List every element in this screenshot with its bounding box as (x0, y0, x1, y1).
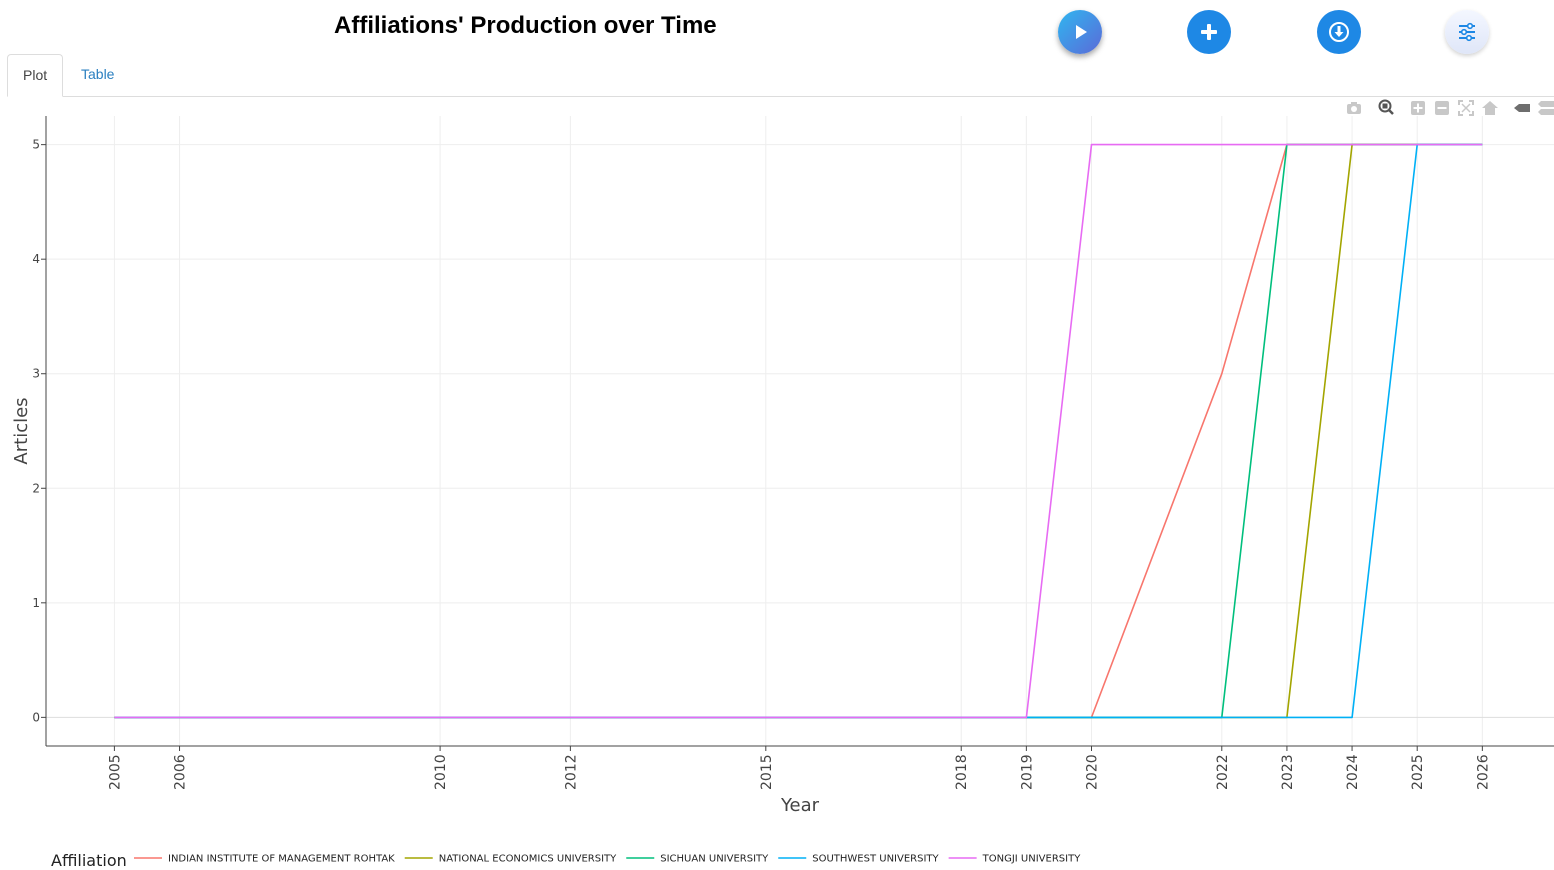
add-button[interactable] (1187, 10, 1231, 54)
plus-icon (1201, 24, 1217, 40)
download-icon (1329, 22, 1349, 42)
x-tick-label: 2026 (1475, 754, 1491, 790)
download-button[interactable] (1317, 10, 1361, 54)
hover-compare-icon[interactable] (1536, 98, 1554, 118)
legend: Affiliation INDIAN INSTITUTE OF MANAGEME… (51, 851, 1081, 870)
x-tick-label: 2012 (563, 754, 579, 790)
tab-plot[interactable]: Plot (7, 54, 64, 97)
play-icon (1076, 25, 1087, 39)
y-tick-label: 0 (32, 710, 40, 724)
y-tick-label: 1 (32, 596, 40, 610)
gridlines (46, 116, 1554, 746)
legend-item: SOUTHWEST UNIVERSITY (812, 854, 939, 865)
x-tick-label: 2023 (1280, 754, 1296, 790)
series-lines (114, 143, 1483, 719)
y-tick-labels: 0 1 2 3 4 5 (32, 138, 40, 725)
play-button[interactable] (1058, 10, 1102, 54)
settings-button[interactable] (1445, 10, 1489, 54)
page-title: Affiliations' Production over Time (334, 12, 717, 39)
x-axis-title: Year (780, 795, 820, 816)
x-tick-label: 2006 (173, 754, 189, 790)
series-line (114, 143, 1483, 719)
x-tick-label: 2025 (1410, 754, 1426, 790)
y-tick-label: 4 (32, 252, 40, 266)
series-line (114, 143, 1483, 719)
x-tick-label: 2010 (433, 754, 449, 790)
reset-axes-icon[interactable] (1480, 98, 1500, 118)
x-tick-label: 2019 (1019, 754, 1035, 790)
y-tick-label: 3 (32, 367, 40, 381)
sliders-icon (1459, 22, 1475, 42)
autoscale-icon[interactable] (1456, 98, 1476, 118)
x-tick-label: 2018 (954, 754, 970, 790)
axes (41, 116, 1554, 751)
zoom-icon[interactable] (1376, 98, 1396, 118)
series-line (114, 143, 1483, 719)
y-tick-label: 2 (32, 481, 40, 495)
series-line (114, 143, 1483, 719)
y-tick-label: 5 (32, 138, 40, 152)
legend-item: NATIONAL ECONOMICS UNIVERSITY (439, 854, 617, 865)
camera-icon[interactable] (1344, 98, 1364, 118)
x-tick-labels: 2005 2006 2010 2012 2015 2018 2019 2020 2022 2023… (107, 754, 1491, 790)
y-axis-title: Articles (11, 397, 32, 464)
x-tick-label: 2005 (107, 754, 123, 790)
hover-closest-icon[interactable] (1512, 98, 1532, 118)
x-tick-label: 2020 (1085, 754, 1101, 790)
legend-item: TONGJI UNIVERSITY (982, 854, 1082, 865)
zoom-out-icon[interactable] (1432, 98, 1452, 118)
zoom-in-icon[interactable] (1408, 98, 1428, 118)
plot-modebar (1344, 98, 1554, 120)
x-tick-label: 2024 (1345, 754, 1361, 790)
legend-item: INDIAN INSTITUTE OF MANAGEMENT ROHTAK (168, 854, 395, 865)
x-tick-label: 2015 (759, 754, 775, 790)
tab-bar: Plot Table (7, 54, 1554, 97)
legend-title: Affiliation (51, 851, 127, 870)
x-tick-label: 2022 (1215, 754, 1231, 790)
legend-item: SICHUAN UNIVERSITY (660, 854, 769, 865)
series-line (114, 143, 1483, 719)
tab-table[interactable]: Table (81, 66, 115, 82)
